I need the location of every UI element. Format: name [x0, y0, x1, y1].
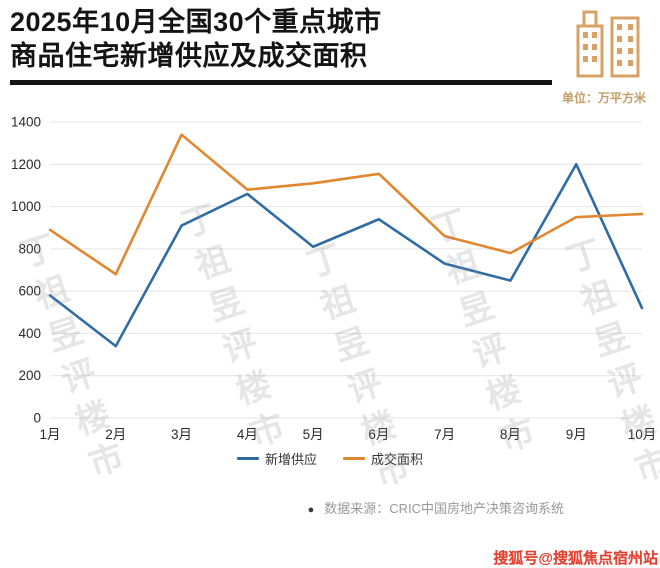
svg-text:4月: 4月 [237, 427, 258, 442]
chart-legend: 新增供应 成交面积 [0, 448, 660, 470]
svg-text:8月: 8月 [500, 427, 521, 442]
sohu-watermark: 搜狐号@搜狐焦点宿州站 [493, 550, 658, 567]
buildings-icon [568, 4, 646, 84]
legend-label: 新增供应 [264, 452, 317, 467]
bullet-icon: ● [307, 503, 315, 516]
page-title: 2025年10月全国30个重点城市 商品住宅新增供应及成交面积 [10, 6, 555, 74]
svg-text:0: 0 [33, 410, 41, 425]
data-source-text: 数据来源：CRIC中国房地产决策咨询系统 [324, 500, 564, 516]
svg-text:1200: 1200 [11, 156, 41, 171]
line-chart: 0 200 400 600 800 1000 1200 1400 1月 2月 3月 4月 5月 6月 7月 8… [2, 108, 660, 501]
svg-text:2月: 2月 [105, 427, 126, 442]
svg-text:400: 400 [18, 325, 41, 340]
legend-item: 新增供应 [236, 449, 317, 468]
svg-text:9月: 9月 [566, 427, 587, 442]
svg-text:1000: 1000 [11, 199, 41, 214]
svg-text:600: 600 [18, 283, 41, 298]
svg-text:3月: 3月 [171, 427, 192, 442]
svg-text:200: 200 [18, 368, 41, 383]
legend-line-icon [236, 457, 259, 460]
svg-text:7月: 7月 [434, 427, 455, 442]
svg-text:5月: 5月 [303, 427, 324, 442]
svg-text:10月: 10月 [628, 427, 657, 442]
svg-text:800: 800 [18, 241, 41, 256]
legend-item: 成交面积 [343, 449, 423, 468]
legend-label: 成交面积 [371, 452, 424, 467]
header: 2025年10月全国30个重点城市 商品住宅新增供应及成交面积 [0, 0, 660, 85]
svg-text:1月: 1月 [39, 427, 60, 442]
legend-line-icon [343, 457, 365, 460]
svg-text:1400: 1400 [11, 114, 41, 129]
title-underline [10, 79, 552, 85]
svg-text:6月: 6月 [368, 427, 389, 442]
unit-label: 单位：万平方米 [561, 90, 646, 105]
data-source: ● 数据来源：CRIC中国房地产决策咨询系统 [0, 498, 660, 517]
title-line-1: 2025年10月全国30个重点城市 [10, 7, 382, 37]
chart-canvas: 0 200 400 600 800 1000 1200 1400 1月 2月 3月 4月 5月 6月 7月 8… [11, 114, 657, 442]
title-line-2: 商品住宅新增供应及成交面积 [10, 40, 368, 71]
